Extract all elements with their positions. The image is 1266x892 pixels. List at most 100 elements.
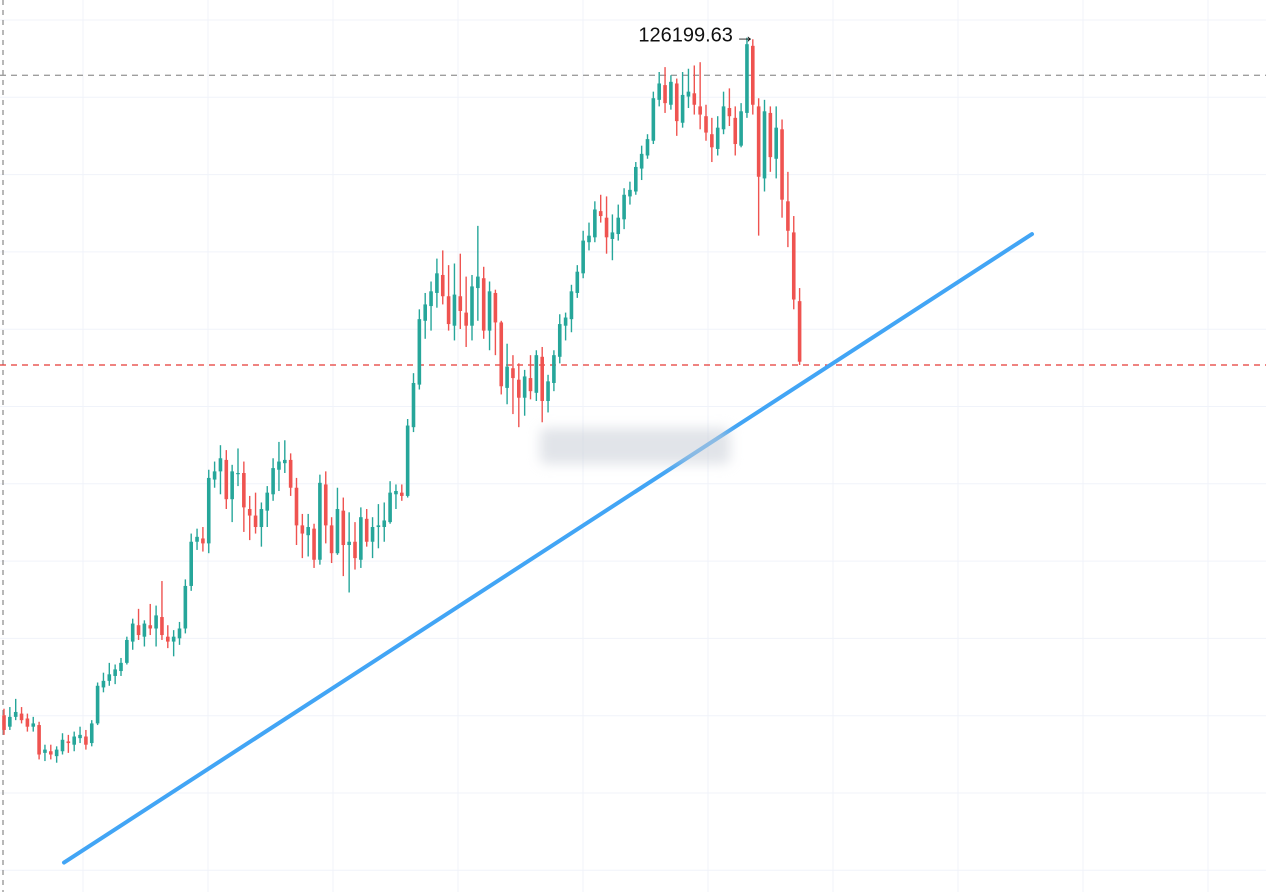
candle — [300, 513, 305, 559]
candle-body — [312, 528, 316, 560]
candle — [452, 263, 457, 341]
candle-body — [756, 106, 761, 177]
candle-body — [107, 674, 112, 681]
candle-body — [674, 83, 679, 122]
candle — [756, 98, 761, 236]
candle — [546, 374, 550, 413]
candle — [148, 603, 153, 636]
candle — [189, 533, 193, 591]
candle-body — [376, 525, 381, 528]
candle-body — [259, 509, 264, 528]
candle — [312, 523, 316, 568]
candle — [341, 497, 346, 577]
candle — [13, 698, 18, 721]
candle — [774, 106, 778, 179]
candle-body — [774, 127, 778, 159]
candle-body — [89, 723, 94, 744]
candle-body — [634, 166, 638, 192]
candle-body — [148, 625, 153, 629]
candle — [84, 729, 88, 750]
candle — [628, 181, 632, 205]
candle-body — [329, 525, 334, 554]
candle — [49, 744, 53, 760]
candle — [388, 481, 392, 524]
candle — [107, 662, 112, 686]
candle — [359, 507, 363, 568]
candle-body — [645, 139, 650, 156]
candle — [43, 744, 47, 762]
candle — [745, 37, 749, 118]
candle-body — [323, 484, 328, 526]
candle — [323, 471, 328, 544]
candle — [739, 103, 743, 148]
candle — [476, 225, 480, 321]
peak-price-label: 126199.63 — [638, 25, 733, 47]
trendline[interactable] — [62, 232, 1034, 865]
candle — [247, 495, 252, 541]
candle — [72, 731, 76, 752]
candle-body — [651, 98, 656, 141]
candle — [265, 486, 270, 528]
candle — [751, 39, 755, 115]
candle-body — [639, 153, 644, 169]
candle — [370, 517, 375, 559]
candle — [540, 346, 544, 423]
candle — [37, 721, 41, 760]
candle — [511, 355, 515, 415]
candle-body — [230, 471, 234, 500]
candle-body — [8, 716, 12, 727]
candle — [60, 733, 65, 755]
candle-body — [780, 129, 784, 200]
candle — [271, 458, 275, 501]
candle-body — [353, 541, 357, 559]
candle-body — [481, 278, 486, 331]
candle — [674, 78, 679, 136]
candle-body — [113, 669, 117, 676]
candle — [353, 522, 357, 570]
candle-body — [470, 286, 474, 326]
candle-body — [49, 751, 53, 755]
candle — [593, 201, 597, 243]
candle — [2, 708, 6, 735]
candle — [440, 250, 445, 305]
candle-body — [400, 492, 404, 496]
candle — [557, 314, 562, 364]
candle — [183, 579, 188, 634]
candle — [663, 67, 667, 113]
candle-body — [119, 662, 123, 672]
candle-body — [593, 209, 597, 238]
candle — [89, 720, 94, 747]
candle — [721, 91, 726, 135]
candle-body — [411, 382, 416, 428]
candle — [505, 343, 509, 405]
candle-body — [715, 127, 720, 149]
candle — [329, 517, 334, 564]
candle — [429, 281, 433, 331]
candle-body — [786, 201, 790, 231]
candle-body — [727, 108, 732, 117]
candle — [411, 373, 416, 433]
candle-body — [206, 477, 211, 544]
candle — [119, 657, 123, 676]
candle-body — [704, 116, 708, 133]
candle — [394, 484, 398, 510]
candle-body — [610, 232, 615, 239]
candle — [31, 716, 36, 732]
candle-body — [446, 296, 451, 325]
candle — [715, 116, 720, 156]
candle-body — [575, 271, 580, 293]
candle — [224, 450, 229, 510]
candle-body — [698, 106, 702, 115]
candle — [481, 266, 486, 339]
candle — [563, 312, 568, 341]
candle-body — [177, 628, 182, 639]
candle — [8, 707, 12, 730]
candle-body — [224, 459, 229, 500]
candle-body — [78, 734, 82, 739]
candle — [78, 726, 82, 744]
candle — [686, 68, 691, 109]
candle-body — [768, 112, 773, 158]
candle-body — [663, 85, 667, 104]
